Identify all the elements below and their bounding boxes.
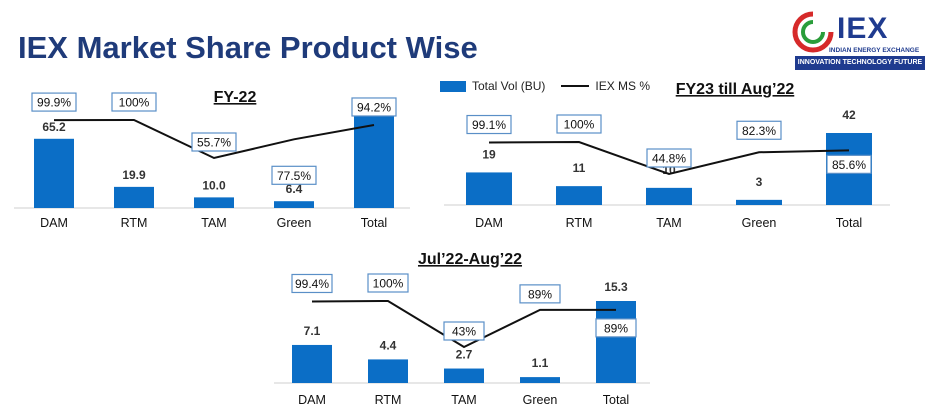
ms-label-box xyxy=(351,97,397,117)
ms-label: 89% xyxy=(604,321,628,335)
category-label: Green xyxy=(742,216,777,230)
ms-label: 85.6% xyxy=(832,158,866,172)
bar-tam xyxy=(444,368,484,383)
category-label: Total xyxy=(361,216,387,230)
value-label: 7.1 xyxy=(304,324,321,338)
ms-label-box xyxy=(466,114,512,135)
bar-green xyxy=(274,201,314,208)
category-label: DAM xyxy=(298,393,326,407)
ms-label-box xyxy=(595,318,637,338)
chart-title: Jul’22-Aug’22 xyxy=(418,251,522,268)
ms-label: 100% xyxy=(373,277,404,291)
ms-label-box xyxy=(31,92,77,112)
ms-label: 99.4% xyxy=(295,277,329,291)
category-label: TAM xyxy=(451,393,476,407)
bar-tam xyxy=(194,197,234,208)
ms-label: 43% xyxy=(452,325,476,339)
chart-fy23: FY23 till Aug’2219DAM11RTM10TAM3Green42T… xyxy=(444,81,890,230)
ms-label: 44.8% xyxy=(652,152,686,166)
ms-line xyxy=(53,118,375,160)
ms-label: 55.7% xyxy=(197,136,231,150)
value-label: 15.3 xyxy=(604,280,628,294)
iex-logo: IEX INDIAN ENERGY EXCHANGE INNOVATION TE… xyxy=(792,11,925,72)
ms-label-box xyxy=(291,273,333,294)
category-label: TAM xyxy=(656,216,681,230)
ms-label: 89% xyxy=(528,287,552,301)
ms-label-box xyxy=(191,132,237,152)
legend: Total Vol (BU) IEX MS % xyxy=(440,79,650,93)
bar-green xyxy=(736,199,782,205)
bar-green xyxy=(520,377,560,383)
bar-total xyxy=(596,301,636,383)
bar-dam xyxy=(466,172,512,205)
logo-swirl-icon xyxy=(792,11,834,53)
bar-rtm xyxy=(556,186,602,205)
bar-total xyxy=(354,108,394,208)
ms-label-box xyxy=(443,321,485,341)
ms-line xyxy=(311,299,616,349)
value-label: 42 xyxy=(842,108,856,122)
ms-label-box xyxy=(271,165,317,185)
ms-label-box xyxy=(736,120,782,140)
category-label: RTM xyxy=(121,216,148,230)
chart-title: FY23 till Aug’22 xyxy=(676,81,795,98)
value-label: 11 xyxy=(573,161,586,175)
category-label: Green xyxy=(277,216,312,230)
ms-label-box xyxy=(367,273,409,293)
bar-tam xyxy=(646,187,692,205)
value-label: 3 xyxy=(756,175,763,189)
page-title: IEX Market Share Product Wise xyxy=(18,30,478,65)
legend-bar-label: Total Vol (BU) xyxy=(472,79,546,93)
chart-fy22: FY-22 65.2 DAM 19.9 RTM 10.0 TAM 6.4 Green Total 9… xyxy=(14,89,410,230)
ms-label: 94.2% xyxy=(357,100,391,114)
ms-label: 100% xyxy=(564,118,595,132)
value-label: 2.7 xyxy=(456,348,473,362)
value-label: 19 xyxy=(482,147,496,161)
ms-label-box xyxy=(646,148,692,168)
value-label: 19.9 xyxy=(122,168,146,182)
category-label: RTM xyxy=(375,393,402,407)
category-label: RTM xyxy=(566,216,593,230)
ms-label: 100% xyxy=(119,96,150,110)
ms-label-box xyxy=(826,154,872,174)
bar-rtm xyxy=(368,359,408,383)
ms-label: 99.1% xyxy=(472,118,506,132)
ms-label-box xyxy=(111,92,157,112)
bar-rtm xyxy=(114,186,154,208)
logo-wordmark: IEX xyxy=(837,12,889,45)
category-label: TAM xyxy=(201,216,226,230)
category-label: Green xyxy=(523,393,558,407)
ms-label: 77.5% xyxy=(277,169,311,183)
category-label: Total xyxy=(836,216,862,230)
legend-line-swatch xyxy=(561,85,590,87)
legend-line-label: IEX MS % xyxy=(595,79,651,93)
logo-band: INNOVATION TECHNOLOGY FUTURE xyxy=(795,56,925,70)
value-label: 10.0 xyxy=(202,178,226,192)
chart-jul-aug22: Jul’22-Aug’22 7.1 DAM 4.4 RTM 2.7 TAM 1.1 Green 1… xyxy=(274,251,650,407)
ms-label: 99.9% xyxy=(37,96,71,110)
value-label: 1.1 xyxy=(532,356,549,370)
value-label: 4.4 xyxy=(380,338,397,352)
ms-label-box xyxy=(519,284,561,304)
bar-dam xyxy=(292,344,332,383)
ms-line xyxy=(488,140,850,176)
category-label: Total xyxy=(603,393,629,407)
value-label: 65.2 xyxy=(42,120,66,134)
category-label: DAM xyxy=(40,216,68,230)
bar-dam xyxy=(34,138,74,208)
legend-bar-swatch xyxy=(440,80,466,92)
chart-title: FY-22 xyxy=(214,89,257,106)
ms-label-box xyxy=(556,114,602,134)
category-label: DAM xyxy=(475,216,503,230)
logo-tagline: INDIAN ENERGY EXCHANGE xyxy=(829,47,920,54)
ms-label: 82.3% xyxy=(742,124,776,138)
value-label: 6.4 xyxy=(286,182,303,196)
